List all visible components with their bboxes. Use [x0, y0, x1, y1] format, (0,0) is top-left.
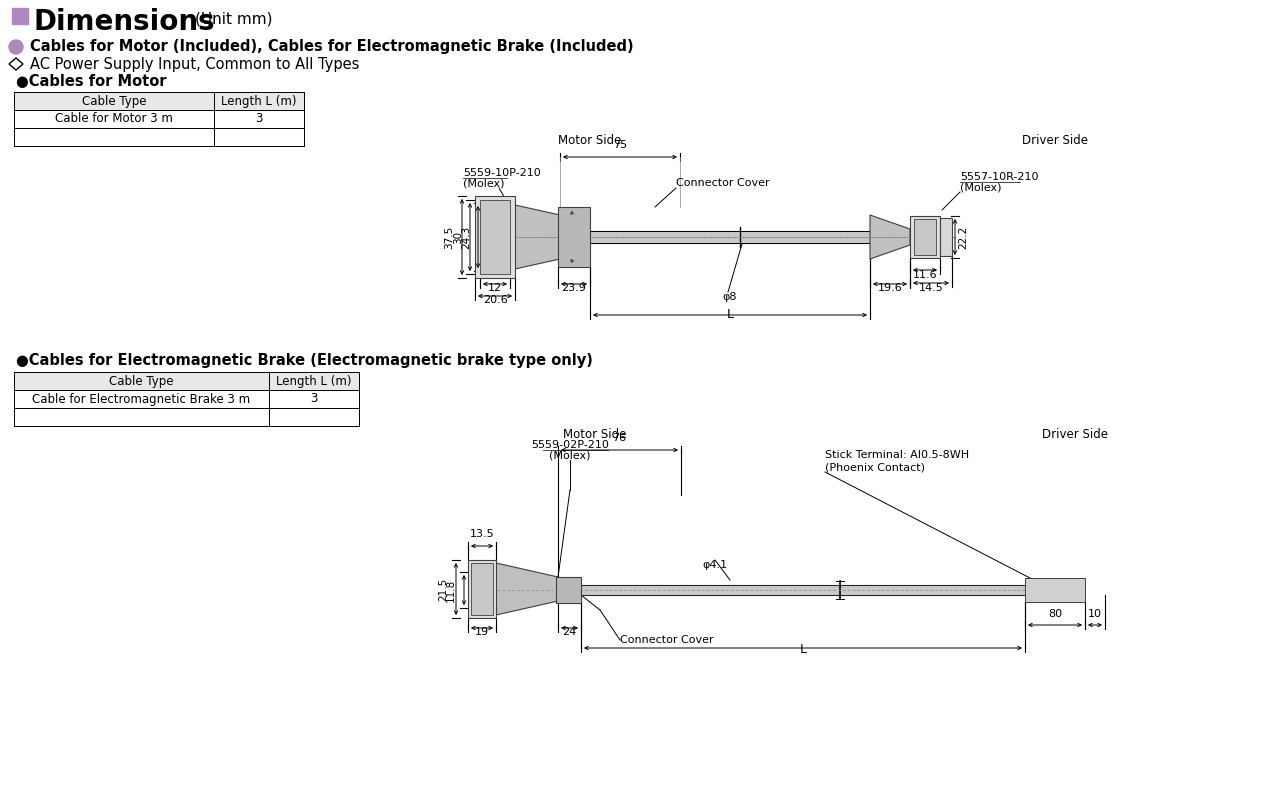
Bar	[471, 563, 493, 615]
Text: Length L (m): Length L (m)	[221, 95, 297, 107]
Text: 22.2: 22.2	[957, 225, 968, 249]
Bar	[556, 577, 581, 603]
Text: 30: 30	[453, 231, 463, 243]
Text: (Unit mm): (Unit mm)	[195, 12, 273, 27]
Text: φ4.1: φ4.1	[703, 560, 727, 570]
Text: Driver Side: Driver Side	[1021, 134, 1088, 146]
Text: Motor Side: Motor Side	[563, 429, 627, 441]
Text: Driver Side: Driver Side	[1042, 429, 1108, 441]
Text: Dimensions: Dimensions	[35, 8, 215, 36]
Text: Connector Cover: Connector Cover	[620, 635, 714, 645]
Text: Cable Type: Cable Type	[109, 374, 174, 387]
Text: 21.5: 21.5	[438, 577, 448, 601]
Text: ●Cables for Motor: ●Cables for Motor	[15, 73, 166, 88]
Text: 13.5: 13.5	[470, 529, 494, 539]
Text: 24.3: 24.3	[461, 225, 471, 249]
Text: Motor Side: Motor Side	[558, 134, 622, 146]
Text: L: L	[800, 643, 806, 656]
Text: 5559-02P-210: 5559-02P-210	[531, 440, 609, 450]
Text: (Phoenix Contact): (Phoenix Contact)	[826, 462, 925, 472]
Bar	[468, 560, 497, 618]
Bar	[1025, 578, 1085, 602]
Bar	[12, 8, 28, 24]
Bar	[940, 218, 952, 256]
Text: Cables for Motor (Included), Cables for Electromagnetic Brake (Included): Cables for Motor (Included), Cables for …	[29, 40, 634, 55]
Polygon shape	[497, 563, 558, 615]
Text: AC Power Supply Input, Common to All Types: AC Power Supply Input, Common to All Typ…	[29, 56, 360, 72]
Text: 80: 80	[1048, 609, 1062, 619]
Text: Stick Terminal: AI0.5-8WH: Stick Terminal: AI0.5-8WH	[826, 450, 969, 460]
Text: 75: 75	[613, 140, 627, 150]
Text: Cable for Motor 3 m: Cable for Motor 3 m	[55, 113, 173, 126]
Bar	[14, 372, 358, 390]
Text: Connector Cover: Connector Cover	[676, 178, 769, 188]
Text: Length L (m): Length L (m)	[276, 374, 352, 387]
Text: 37.5: 37.5	[444, 225, 454, 249]
Text: (Molex): (Molex)	[549, 450, 591, 460]
Text: (Molex): (Molex)	[463, 178, 504, 188]
Text: ●Cables for Electromagnetic Brake (Electromagnetic brake type only): ●Cables for Electromagnetic Brake (Elect…	[15, 352, 593, 367]
Bar	[914, 219, 936, 255]
Text: 5557-10R-210: 5557-10R-210	[960, 172, 1038, 182]
Text: 23.9: 23.9	[562, 283, 586, 293]
Bar	[910, 216, 940, 258]
Text: 3: 3	[310, 393, 317, 405]
Text: Cable for Electromagnetic Brake 3 m: Cable for Electromagnetic Brake 3 m	[32, 393, 251, 405]
Text: 11.8: 11.8	[445, 579, 456, 602]
Text: φ8: φ8	[723, 292, 737, 302]
Text: 11.6: 11.6	[913, 270, 937, 280]
Circle shape	[9, 40, 23, 54]
Text: 5559-10P-210: 5559-10P-210	[463, 168, 540, 178]
Bar	[480, 200, 509, 274]
Polygon shape	[515, 205, 561, 269]
Text: 20.6: 20.6	[483, 295, 507, 305]
Text: Cable Type: Cable Type	[82, 95, 146, 107]
Bar	[558, 207, 590, 267]
Text: 12: 12	[488, 283, 502, 293]
Text: 19.6: 19.6	[878, 283, 902, 293]
Polygon shape	[870, 215, 910, 259]
Text: 10: 10	[1088, 609, 1102, 619]
Text: 24: 24	[562, 627, 576, 637]
Text: 19: 19	[475, 627, 489, 637]
Text: L: L	[727, 308, 733, 321]
Text: 3: 3	[255, 113, 262, 126]
Bar	[475, 196, 515, 278]
Text: 76: 76	[612, 433, 627, 443]
Text: 14.5: 14.5	[919, 283, 943, 293]
Bar	[14, 92, 305, 110]
Text: (Molex): (Molex)	[960, 182, 1001, 192]
